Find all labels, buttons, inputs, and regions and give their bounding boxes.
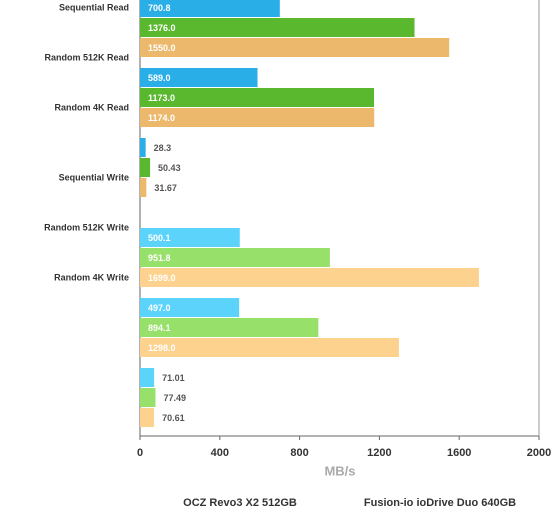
value-label: 50.43	[158, 163, 181, 173]
bar	[140, 108, 375, 127]
bar	[140, 318, 319, 337]
category-label: Random 4K Write	[54, 272, 129, 282]
category-label: Random 512K Write	[44, 222, 129, 232]
bar	[140, 18, 415, 37]
bar	[140, 68, 258, 87]
value-label: 71.01	[162, 373, 185, 383]
value-label: 894.1	[148, 323, 171, 333]
bar	[140, 0, 280, 17]
bar	[140, 38, 450, 57]
legend-entry: OCZ Revo3 X2 512GB	[183, 497, 297, 509]
value-label: 500.1	[148, 233, 171, 243]
value-label: 700.8	[148, 3, 171, 13]
bar	[140, 408, 155, 427]
bar	[140, 138, 146, 157]
x-axis-label: MB/s	[324, 463, 355, 478]
bar	[140, 268, 479, 287]
bar	[140, 158, 151, 177]
value-label: 31.67	[154, 183, 177, 193]
bar	[140, 388, 156, 407]
category-label: Sequential Read	[59, 2, 129, 12]
x-tick-label: 1600	[447, 447, 471, 459]
category-label: Sequential Write	[59, 172, 129, 182]
bar	[140, 338, 399, 357]
value-label: 589.0	[148, 73, 171, 83]
x-tick-label: 800	[290, 447, 308, 459]
legend-entry: Fusion-io ioDrive Duo 640GB	[364, 497, 516, 509]
value-label: 77.49	[163, 393, 186, 403]
category-label: Random 512K Read	[44, 52, 129, 62]
category-label: Random 4K Read	[54, 102, 129, 112]
value-label: 1298.0	[148, 343, 176, 353]
value-label: 28.3	[154, 143, 172, 153]
value-label: 1699.0	[148, 273, 176, 283]
bar	[140, 178, 147, 197]
value-label: 1174.0	[148, 113, 175, 123]
x-tick-label: 0	[137, 447, 143, 459]
x-tick-label: 2000	[527, 447, 551, 459]
value-label: 1550.0	[148, 43, 176, 53]
bar	[140, 88, 375, 107]
value-label: 1376.0	[148, 23, 176, 33]
bar	[140, 228, 240, 247]
bar	[140, 248, 330, 267]
x-tick-label: 400	[211, 447, 229, 459]
bar	[140, 298, 240, 317]
x-tick-label: 1200	[367, 447, 391, 459]
value-label: 70.61	[162, 413, 185, 423]
value-label: 951.8	[148, 253, 171, 263]
value-label: 497.0	[148, 303, 171, 313]
bar	[140, 368, 155, 387]
value-label: 1173.0	[148, 93, 175, 103]
